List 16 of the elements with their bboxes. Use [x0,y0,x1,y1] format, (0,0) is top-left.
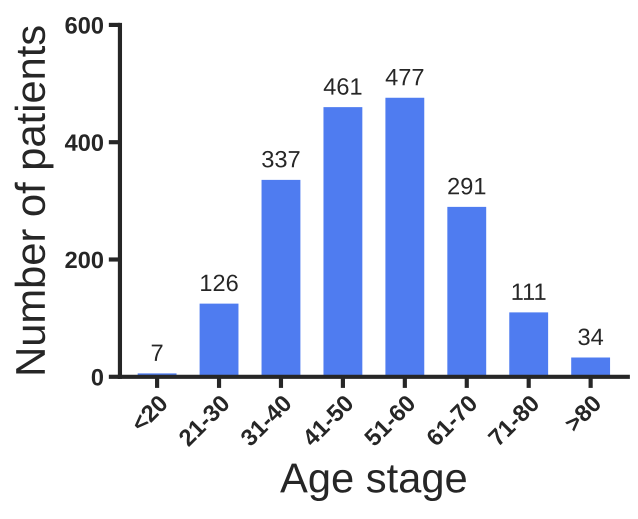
data-label: 477 [386,68,424,86]
x-tick-label: >80 [563,394,602,433]
data-label: 111 [512,284,546,300]
data-label: 126 [201,274,238,292]
y-tick-label: 0 [92,368,104,386]
data-label: 34 [578,328,604,346]
y-axis-title: Number of patients [14,26,54,374]
y-tick-label: 200 [65,252,104,268]
y-tick-label: 400 [64,134,104,151]
data-label: 7 [152,344,162,361]
data-label: 461 [324,78,362,95]
x-tick-label: <20 [130,394,169,433]
data-label: 291 [448,178,486,195]
data-label: 337 [262,150,300,168]
y-tick-label: 600 [65,16,104,34]
x-axis-title: Age stage [280,464,466,501]
